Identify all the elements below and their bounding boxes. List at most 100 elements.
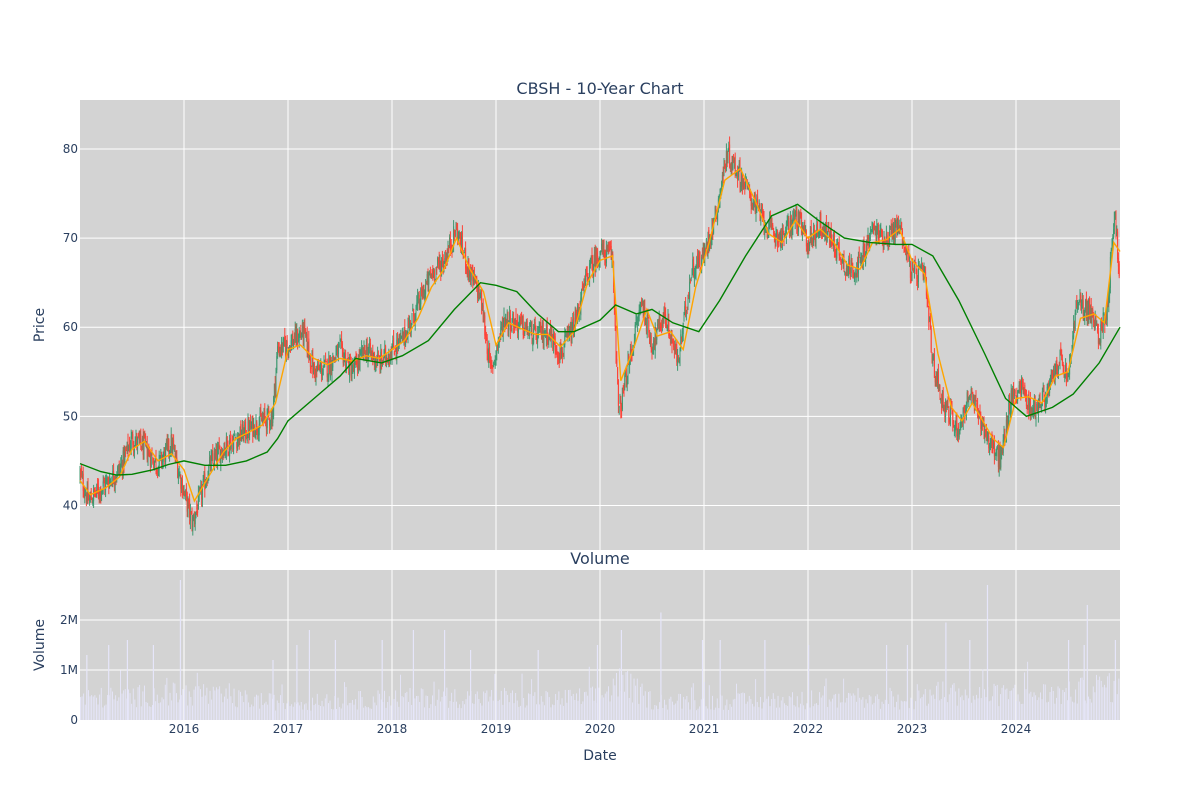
price-candle [349, 360, 351, 364]
price-candle [426, 274, 428, 285]
volume-bar [689, 709, 691, 720]
price-candle [203, 474, 205, 479]
price-candle [1006, 420, 1008, 424]
volume-bar [483, 691, 485, 720]
volume-bar [1070, 696, 1072, 720]
price-candle [934, 377, 936, 383]
volume-bar [684, 699, 686, 720]
volume-bar [475, 694, 477, 720]
volume-bar [344, 682, 345, 720]
price-candle [927, 299, 929, 307]
price-candle [83, 490, 85, 496]
volume-bar [736, 683, 737, 720]
price-candle [218, 444, 220, 450]
price-candle [140, 434, 142, 445]
volume-bar [1116, 694, 1118, 720]
price-candle [263, 411, 265, 421]
volume-bar [337, 697, 339, 720]
volume-bar [1035, 695, 1037, 720]
price-candle [264, 410, 266, 418]
volume-bar [688, 702, 689, 720]
price-candle [1013, 389, 1015, 396]
price-candle [297, 332, 299, 344]
price-candle [973, 397, 975, 402]
price-y-tick-label: 80 [63, 142, 78, 156]
volume-bar [424, 707, 425, 720]
price-candle [635, 320, 637, 324]
price-candle [438, 259, 440, 264]
price-candle [285, 343, 287, 355]
price-candle [184, 493, 186, 495]
price-candle [89, 494, 91, 500]
price-candle [1022, 381, 1024, 392]
price-candle [1108, 294, 1110, 305]
price-candle [338, 343, 340, 347]
price-candle [945, 401, 947, 417]
price-candle [921, 264, 923, 269]
price-candle [1009, 411, 1011, 415]
volume-bar [908, 708, 910, 720]
price-candle [474, 279, 476, 282]
volume-bar [156, 694, 158, 720]
price-candle [946, 405, 948, 407]
price-candle [125, 449, 127, 451]
volume-bar [732, 699, 734, 720]
volume-bar [870, 696, 872, 720]
volume-bar [744, 693, 745, 720]
price-candle [313, 364, 315, 375]
volume-bar [532, 695, 534, 720]
price-candle [112, 470, 114, 485]
price-candle [513, 324, 515, 331]
price-candle [821, 229, 823, 237]
volume-bar [240, 691, 241, 720]
price-candle [261, 419, 263, 423]
volume-bar [401, 696, 403, 720]
volume-bar [352, 700, 353, 720]
volume-bar [723, 709, 725, 720]
price-candle [503, 315, 505, 322]
volume-bar [841, 702, 843, 720]
price-candle [929, 318, 931, 328]
price-candle [634, 324, 636, 340]
price-candle [1085, 298, 1087, 319]
price-candle [618, 406, 620, 408]
volume-bar [678, 693, 680, 720]
price-candle [82, 473, 84, 491]
price-candle [1072, 335, 1074, 345]
volume-bar [313, 705, 315, 720]
volume-bar [812, 706, 814, 720]
volume-bar [585, 691, 587, 720]
price-candle [577, 305, 579, 322]
price-candle [249, 419, 251, 430]
price-candle [464, 247, 466, 252]
price-candle [523, 331, 525, 335]
price-candle [731, 162, 733, 168]
volume-bar [1033, 692, 1035, 720]
volume-bar [489, 696, 491, 720]
price-candle [758, 206, 760, 209]
price-candle [437, 258, 439, 266]
price-candle [111, 483, 113, 486]
price-candle [920, 265, 922, 268]
price-candle [697, 258, 699, 268]
volume-bar [892, 696, 894, 720]
price-candle [417, 294, 419, 300]
price-candle [281, 343, 283, 353]
volume-bar [148, 706, 150, 720]
price-candle [616, 358, 618, 367]
volume-bar [353, 704, 355, 720]
price-candle [488, 347, 490, 364]
volume-bar [435, 705, 437, 720]
price-candle [806, 247, 808, 252]
volume-bar [1043, 684, 1045, 720]
volume-bar [216, 687, 217, 720]
price-candle [514, 318, 516, 327]
price-candle [679, 349, 681, 361]
price-candle [800, 213, 802, 219]
volume-bar [860, 699, 862, 720]
volume-bar [771, 699, 773, 720]
volume-bar [496, 690, 497, 720]
volume-bar [449, 700, 451, 720]
volume-bar [876, 694, 878, 720]
price-candle [815, 232, 817, 242]
